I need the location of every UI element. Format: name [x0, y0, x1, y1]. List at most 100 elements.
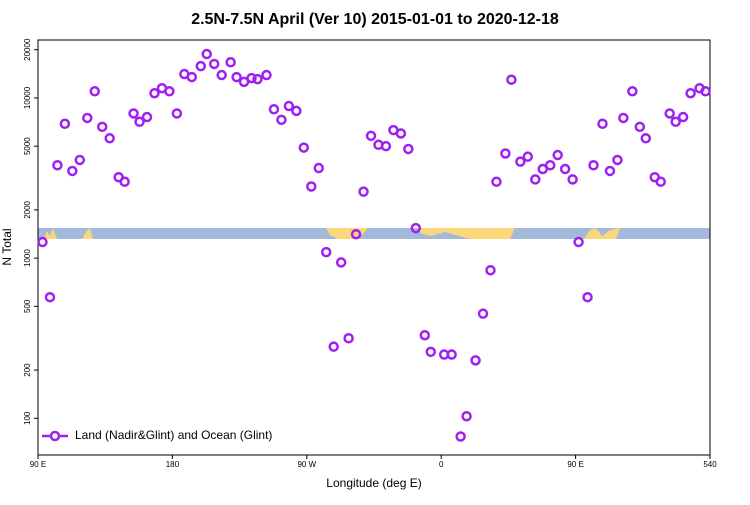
- point: [664, 108, 675, 119]
- point: [291, 105, 302, 117]
- x-tick-label: 0: [439, 460, 444, 469]
- point: [306, 181, 317, 192]
- point: [261, 69, 272, 81]
- point: [276, 114, 287, 126]
- point: [186, 71, 198, 83]
- point: [588, 159, 599, 171]
- point: [640, 133, 652, 144]
- point: [225, 57, 236, 68]
- point: [119, 176, 130, 187]
- point: [515, 156, 526, 167]
- point: [582, 291, 593, 303]
- point: [195, 60, 207, 72]
- point: [395, 128, 407, 139]
- legend-label: Land (Nadir&Glint) and Ocean (Glint): [75, 428, 272, 442]
- point: [141, 111, 153, 123]
- point: [559, 163, 571, 175]
- x-axis-label: Longitude (deg E): [326, 476, 421, 490]
- y-tick-label: 5000: [23, 137, 32, 155]
- y-tick-label: 100: [23, 411, 32, 425]
- point: [506, 74, 517, 85]
- point: [231, 71, 242, 83]
- point: [477, 308, 489, 319]
- point: [552, 149, 563, 161]
- point: [37, 236, 48, 248]
- point: [419, 329, 431, 341]
- point: [446, 349, 457, 360]
- point: [216, 69, 227, 81]
- point: [455, 431, 466, 442]
- point: [104, 133, 115, 144]
- y-tick-label: 20000: [23, 38, 32, 61]
- legend-marker: [49, 430, 61, 442]
- point: [313, 162, 324, 174]
- point: [134, 116, 145, 128]
- map-strip: [38, 228, 710, 239]
- point: [410, 222, 422, 234]
- y-tick-label: 2000: [23, 200, 32, 218]
- point: [358, 186, 369, 197]
- point: [670, 116, 681, 128]
- point: [59, 118, 71, 130]
- point: [246, 72, 257, 84]
- point: [67, 165, 78, 177]
- x-tick-label: 90 E: [567, 460, 583, 469]
- point: [618, 112, 629, 124]
- point: [655, 176, 666, 187]
- point: [500, 148, 511, 159]
- point: [350, 228, 362, 240]
- point: [627, 86, 638, 97]
- x-tick-label: 90 E: [30, 460, 46, 469]
- point: [461, 410, 472, 422]
- point: [74, 154, 86, 166]
- point: [470, 355, 481, 366]
- point: [425, 346, 436, 358]
- point: [89, 86, 100, 97]
- point: [171, 108, 183, 119]
- point: [634, 121, 646, 133]
- point: [343, 333, 354, 344]
- point: [208, 58, 220, 70]
- point: [52, 159, 63, 171]
- point: [612, 154, 623, 166]
- point: [320, 246, 332, 258]
- point: [328, 341, 339, 352]
- point: [335, 257, 347, 268]
- point: [522, 151, 534, 162]
- x-tick-label: 540: [703, 460, 717, 469]
- point: [164, 86, 175, 97]
- point: [677, 111, 689, 123]
- point: [685, 87, 696, 99]
- point: [700, 86, 711, 97]
- point: [268, 103, 280, 115]
- point: [597, 118, 608, 130]
- y-tick-label: 200: [23, 363, 32, 377]
- point: [298, 142, 310, 153]
- point: [567, 174, 578, 185]
- point: [365, 130, 377, 142]
- point: [544, 159, 556, 171]
- y-axis-label: N Total: [0, 228, 14, 265]
- point: [201, 48, 212, 60]
- y-tick-label: 500: [23, 299, 32, 313]
- chart-title: 2.5N-7.5N April (Ver 10) 2015-01-01 to 2…: [191, 11, 559, 28]
- point: [283, 100, 295, 112]
- point: [403, 143, 414, 155]
- point: [252, 73, 263, 85]
- point: [491, 176, 502, 187]
- point: [149, 87, 160, 99]
- point: [128, 108, 139, 119]
- point: [573, 236, 584, 248]
- point: [82, 112, 93, 124]
- plot-frame: [37, 39, 711, 456]
- x-tick-label: 90 W: [297, 460, 316, 469]
- point: [44, 291, 56, 303]
- y-tick-label: 10000: [23, 86, 32, 109]
- point: [604, 165, 616, 177]
- point: [485, 264, 496, 276]
- point: [380, 140, 392, 152]
- y-tick-label: 1000: [23, 249, 32, 267]
- point: [530, 174, 541, 185]
- point: [96, 121, 108, 133]
